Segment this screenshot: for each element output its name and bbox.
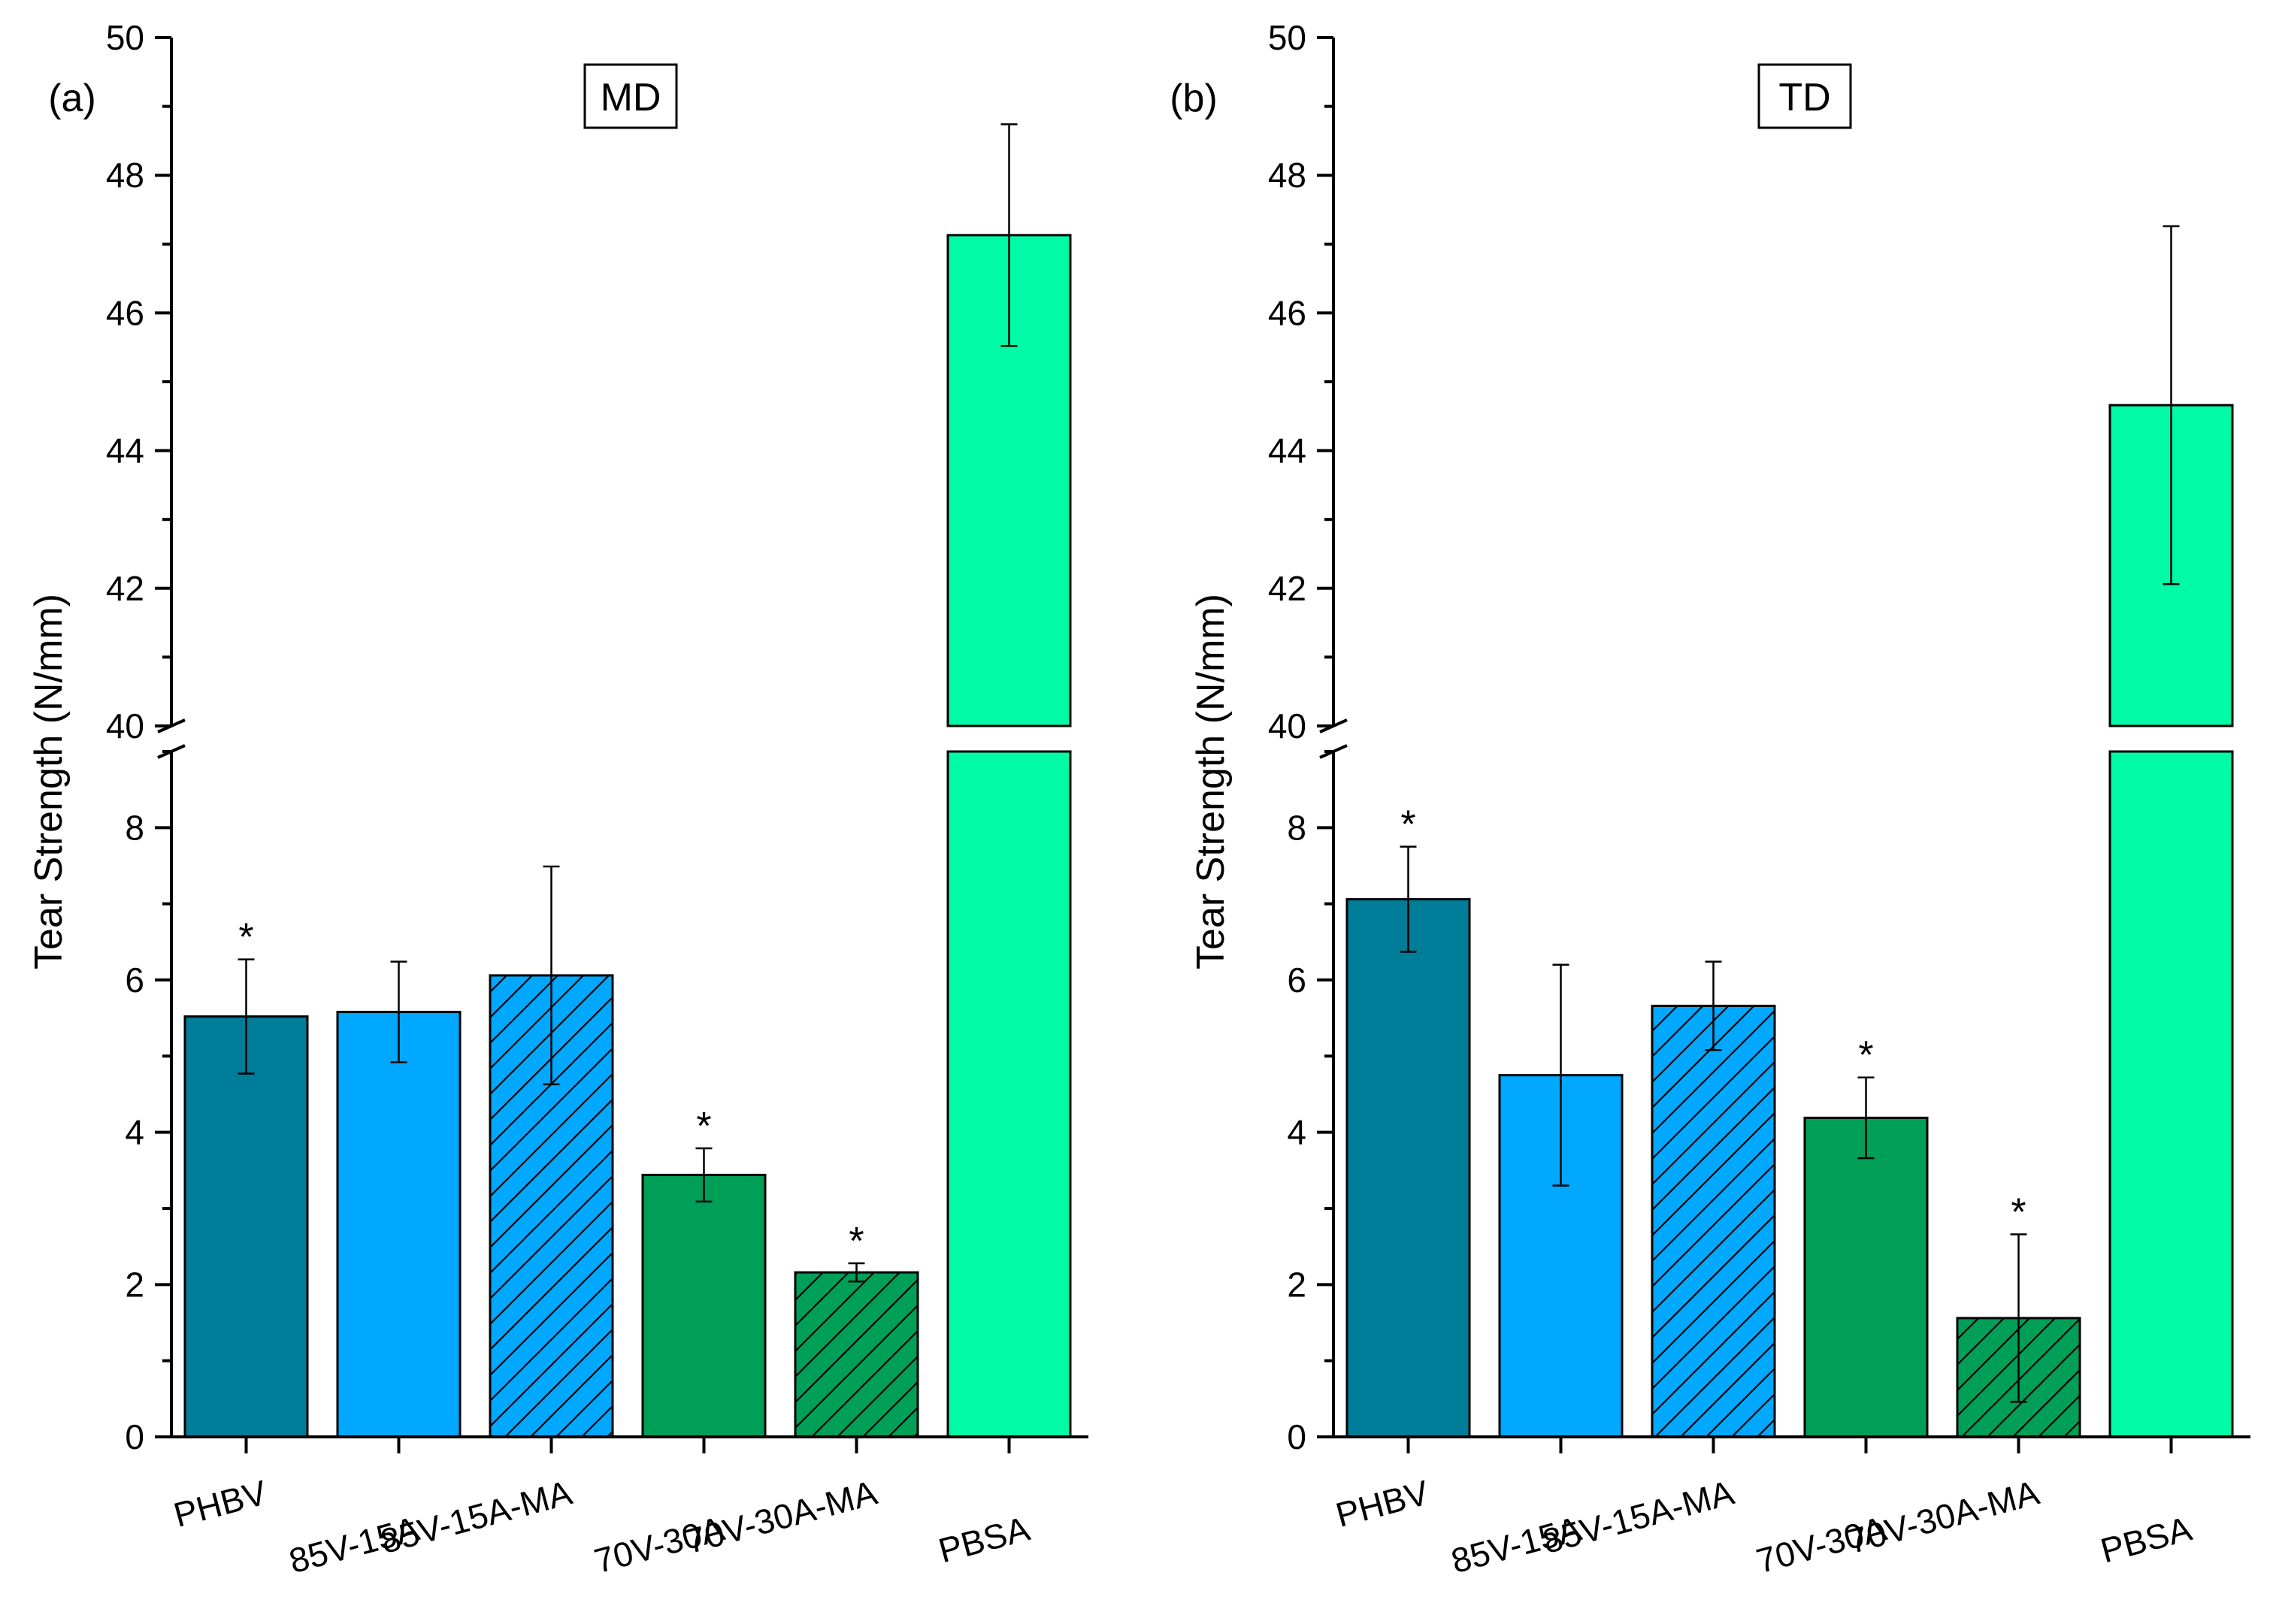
x-category-label: 85V-15A-MA xyxy=(1539,1472,1739,1561)
y-tick-label: 6 xyxy=(1287,960,1306,1000)
significance-marker: * xyxy=(2011,1190,2026,1234)
chart-title: TD xyxy=(1778,76,1830,119)
y-tick-label: 50 xyxy=(106,18,144,57)
error-bar-85v-15a-ma xyxy=(543,865,560,1086)
bar-phbv xyxy=(183,1015,309,1438)
significance-marker: * xyxy=(238,916,253,960)
y-tick-label: 48 xyxy=(106,156,144,195)
panel-label: (b) xyxy=(1170,77,1218,120)
y-tick-label: 40 xyxy=(106,706,144,745)
bar-pbsa-lower xyxy=(2108,750,2234,1438)
y-tick-label: 46 xyxy=(1268,293,1306,332)
y-tick-label: 48 xyxy=(1268,156,1306,195)
bar-70v-30a xyxy=(1803,1116,1929,1438)
error-bar-phbv xyxy=(1400,845,1417,953)
y-tick-label: 44 xyxy=(106,431,144,470)
significance-marker: * xyxy=(696,1105,711,1148)
y-tick-label: 8 xyxy=(125,808,144,847)
y-tick-label: 6 xyxy=(125,960,144,1000)
bar-70v-30a xyxy=(641,1173,767,1438)
error-bar-pbsa xyxy=(1000,123,1018,347)
chart-title-box: MD xyxy=(583,63,678,129)
x-category-label: PBSA xyxy=(2096,1508,2196,1570)
error-bar-85v-15a xyxy=(1552,963,1569,1187)
chart-panel-a: ***40424446485002468PHBV85V-15A85V-15A-M… xyxy=(27,18,1088,1580)
significance-marker: * xyxy=(1400,803,1415,847)
y-tick-label: 44 xyxy=(1268,431,1306,470)
y-tick-label: 0 xyxy=(1287,1417,1306,1456)
panel-label: (a) xyxy=(48,77,96,120)
y-tick-label: 42 xyxy=(106,569,144,608)
y-tick-label: 50 xyxy=(1268,18,1306,57)
bar-85v-15a xyxy=(336,1011,462,1438)
error-bar-70v-30a-ma xyxy=(2010,1233,2027,1403)
error-bar-85v-15a-ma xyxy=(1705,960,1722,1051)
y-tick-label: 2 xyxy=(1287,1265,1306,1304)
x-category-label: PHBV xyxy=(1332,1472,1433,1535)
y-tick-label: 4 xyxy=(1287,1113,1306,1152)
x-category-label: 70V-30A-MA xyxy=(1844,1472,2044,1561)
y-tick-label: 0 xyxy=(125,1417,144,1456)
error-bar-70v-30a-ma xyxy=(848,1262,865,1283)
y-tick-label: 46 xyxy=(106,293,144,332)
y-axis-title: Tear Strength (N/mm) xyxy=(1189,594,1233,969)
significance-marker: * xyxy=(849,1220,864,1263)
error-bar-70v-30a xyxy=(1857,1076,1875,1160)
error-bar-pbsa xyxy=(2163,225,2180,585)
bar-phbv xyxy=(1345,898,1471,1438)
y-tick-label: 2 xyxy=(125,1265,144,1304)
chart-title-box: TD xyxy=(1757,63,1852,129)
x-category-label: 85V-15A-MA xyxy=(377,1472,577,1561)
y-axis-title: Tear Strength (N/mm) xyxy=(27,594,71,969)
chart-panel-b: ***40424446485002468PHBV85V-15A85V-15A-M… xyxy=(1170,18,2250,1580)
chart-title: MD xyxy=(601,76,661,119)
bar-70v-30a-ma xyxy=(794,1271,919,1438)
x-category-label: PHBV xyxy=(170,1472,271,1535)
y-tick-label: 8 xyxy=(1287,808,1306,847)
bar-85v-15a-ma xyxy=(1651,1004,1776,1438)
y-tick-label: 4 xyxy=(125,1113,144,1152)
y-tick-label: 42 xyxy=(1268,569,1306,608)
x-category-label: PBSA xyxy=(934,1508,1034,1570)
error-bar-85v-15a xyxy=(390,960,407,1063)
x-category-label: 70V-30A-MA xyxy=(682,1472,882,1561)
y-tick-label: 40 xyxy=(1268,706,1306,745)
bar-pbsa-lower xyxy=(946,750,1072,1438)
error-bar-phbv xyxy=(238,958,255,1075)
error-bar-70v-30a xyxy=(695,1147,713,1203)
significance-marker: * xyxy=(1858,1034,1873,1078)
